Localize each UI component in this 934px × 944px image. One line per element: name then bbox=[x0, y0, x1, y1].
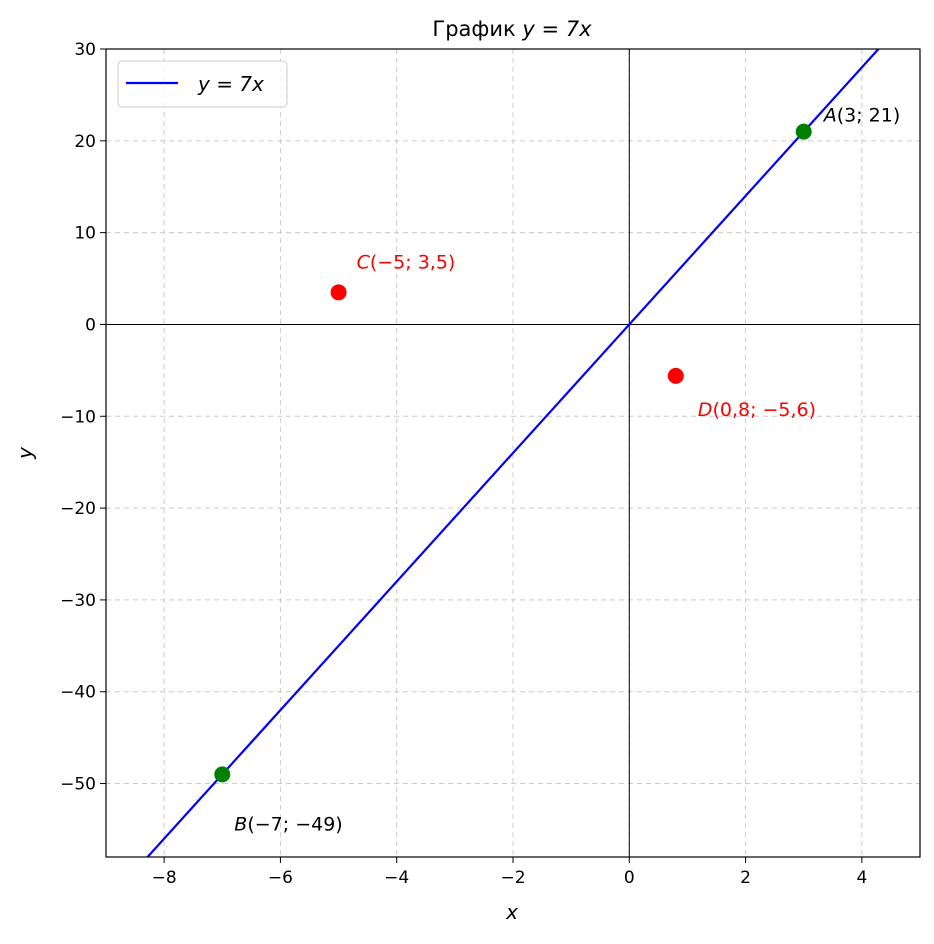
series-line bbox=[146, 49, 880, 857]
y-tick-label: −40 bbox=[60, 683, 96, 703]
x-tick-label: −6 bbox=[268, 868, 293, 888]
point-label-b: B(−7; −49) bbox=[234, 813, 342, 835]
point-b bbox=[214, 766, 231, 783]
x-axis-label: x bbox=[505, 900, 518, 924]
y-tick-label: 10 bbox=[74, 224, 96, 244]
y-tick-label: 20 bbox=[74, 132, 96, 152]
point-label-d: D(0,8; −5,6) bbox=[698, 399, 816, 421]
y-tick-label: −50 bbox=[60, 775, 96, 795]
x-tick-label: −8 bbox=[152, 868, 177, 888]
zero-axes bbox=[106, 49, 920, 857]
x-tick-label: −2 bbox=[500, 868, 525, 888]
y-axis-label: y bbox=[13, 446, 37, 460]
legend-label: y = 7x bbox=[197, 72, 264, 96]
point-label-a: A(3; 21) bbox=[822, 105, 901, 127]
y-tick-label: −30 bbox=[60, 591, 96, 611]
point-label-c: C(−5; 3,5) bbox=[357, 251, 456, 273]
points-layer: A(3; 21) B(−7; −49) C(−5; 3,5) D(0,8; −5,6) bbox=[214, 105, 901, 835]
y-tick-label: −20 bbox=[60, 499, 96, 519]
x-tick-label: 0 bbox=[624, 868, 635, 888]
point-c bbox=[330, 284, 347, 301]
y-tick-label: −10 bbox=[60, 407, 96, 427]
point-a bbox=[795, 123, 812, 140]
legend-box bbox=[117, 60, 288, 108]
series-layer bbox=[146, 49, 880, 857]
chart-title: График y = 7x bbox=[432, 17, 592, 41]
x-tick-label: 2 bbox=[740, 868, 751, 888]
legend: y = 7x bbox=[117, 60, 288, 108]
y-tick-label: 30 bbox=[74, 40, 96, 60]
x-tick-label: −4 bbox=[384, 868, 409, 888]
point-d bbox=[667, 367, 684, 384]
y-tick-label: 0 bbox=[85, 315, 96, 335]
x-tick-label: 4 bbox=[856, 868, 867, 888]
